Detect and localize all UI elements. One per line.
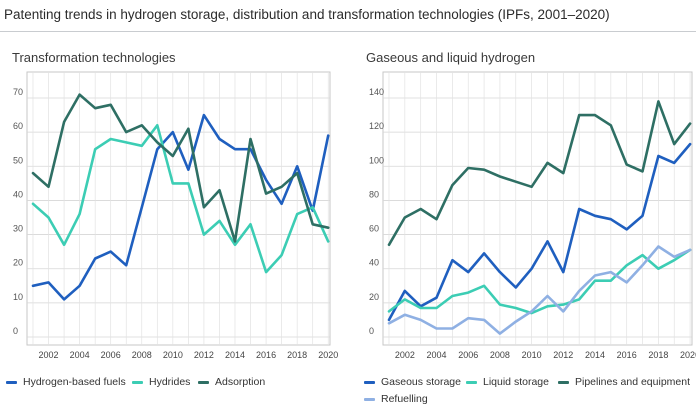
x-tick-label: 2010 xyxy=(522,350,542,360)
series-line-hydrides xyxy=(31,124,330,274)
x-tick-label: 2008 xyxy=(132,350,152,360)
legend-swatch xyxy=(132,380,143,384)
series-line-gaseous-storage xyxy=(387,142,692,322)
y-tick-label: 100 xyxy=(369,155,384,165)
y-tick-label: 0 xyxy=(369,326,374,336)
legend-label: Adsorption xyxy=(215,376,266,388)
x-tick-label: 2018 xyxy=(287,350,307,360)
x-tick-label: 2008 xyxy=(490,350,510,360)
legend-item-liquid-storage: Liquid storage xyxy=(466,376,549,388)
x-tick-label: 2016 xyxy=(617,350,637,360)
x-tick-label: 2016 xyxy=(256,350,276,360)
legend-item-hydrides: Hydrides xyxy=(132,376,190,388)
series-line-refuelling xyxy=(387,245,692,335)
legend-item-adsorption: Adsorption xyxy=(198,376,265,388)
y-tick-label: 120 xyxy=(369,121,384,131)
legend-swatch xyxy=(558,380,569,384)
x-tick-label: 2004 xyxy=(70,350,90,360)
legend-swatch xyxy=(364,380,375,384)
y-tick-label: 60 xyxy=(369,224,379,234)
series-line-adsorption xyxy=(31,93,330,243)
x-tick-label: 2010 xyxy=(163,350,183,360)
legend-label: Hydrogen-based fuels xyxy=(23,376,126,388)
legend-label: Pipelines and equipment xyxy=(575,376,690,388)
y-tick-label: 30 xyxy=(13,224,23,234)
x-tick-label: 2014 xyxy=(225,350,245,360)
y-tick-label: 0 xyxy=(13,326,18,336)
y-tick-label: 60 xyxy=(13,121,23,131)
plot-frame xyxy=(382,71,693,346)
legend-label: Liquid storage xyxy=(483,376,549,388)
x-tick-label: 2006 xyxy=(101,350,121,360)
x-tick-label: 2020 xyxy=(318,350,338,360)
title-divider xyxy=(0,31,696,32)
chart-1: 0 10 20 30 40 50 60 70 2002 2004 2006 2008 2010 2012 2… xyxy=(13,71,338,360)
x-tick-label: 2012 xyxy=(553,350,573,360)
x-tick-label: 2006 xyxy=(458,350,478,360)
panel-title-transformation: Transformation technologies xyxy=(12,50,176,65)
y-tick-label: 80 xyxy=(369,189,379,199)
y-tick-label: 10 xyxy=(13,292,23,302)
x-tick-label: 2012 xyxy=(194,350,214,360)
legend-label: Refuelling xyxy=(381,393,428,405)
y-tick-label: 40 xyxy=(13,189,23,199)
panel-title-gaseous-liquid: Gaseous and liquid hydrogen xyxy=(366,50,536,65)
y-tick-label: 20 xyxy=(13,258,23,268)
y-tick-label: 40 xyxy=(369,258,379,268)
series-line-hydrogen-based-fuels xyxy=(31,113,330,301)
legend-swatch xyxy=(466,380,477,384)
x-tick-label: 2020 xyxy=(680,350,696,360)
legend-swatch xyxy=(198,380,209,384)
y-tick-label: 20 xyxy=(369,292,379,302)
y-tick-label: 50 xyxy=(13,155,23,165)
x-tick-label: 2002 xyxy=(39,350,59,360)
figure-title: Patenting trends in hydrogen storage, di… xyxy=(4,7,610,22)
legend-label: Gaseous storage xyxy=(381,376,461,388)
legend-item-gaseous-storage: Gaseous storage xyxy=(364,376,461,388)
series-line-liquid-storage xyxy=(387,248,692,315)
x-tick-label: 2002 xyxy=(395,350,415,360)
x-tick-label: 2018 xyxy=(648,350,668,360)
x-tick-label: 2004 xyxy=(427,350,447,360)
legend-swatch xyxy=(364,397,375,401)
chart-2: 0 20 40 60 80 100 120 140 2002 2004 2006 2008 2010 20… xyxy=(369,71,696,360)
legend-item-hydrogen-based-fuels: Hydrogen-based fuels xyxy=(6,376,126,388)
x-tick-label: 2014 xyxy=(585,350,605,360)
y-tick-label: 70 xyxy=(13,87,23,97)
legend-item-pipelines-and-equipment: Pipelines and equipment xyxy=(558,376,690,388)
legend-label: Hydrides xyxy=(149,376,191,388)
series-line-pipelines-and-equipment xyxy=(387,100,692,247)
plot-frame xyxy=(26,71,331,346)
legend-swatch xyxy=(6,380,17,384)
y-tick-label: 140 xyxy=(369,87,384,97)
legend-item-refuelling: Refuelling xyxy=(364,393,428,405)
